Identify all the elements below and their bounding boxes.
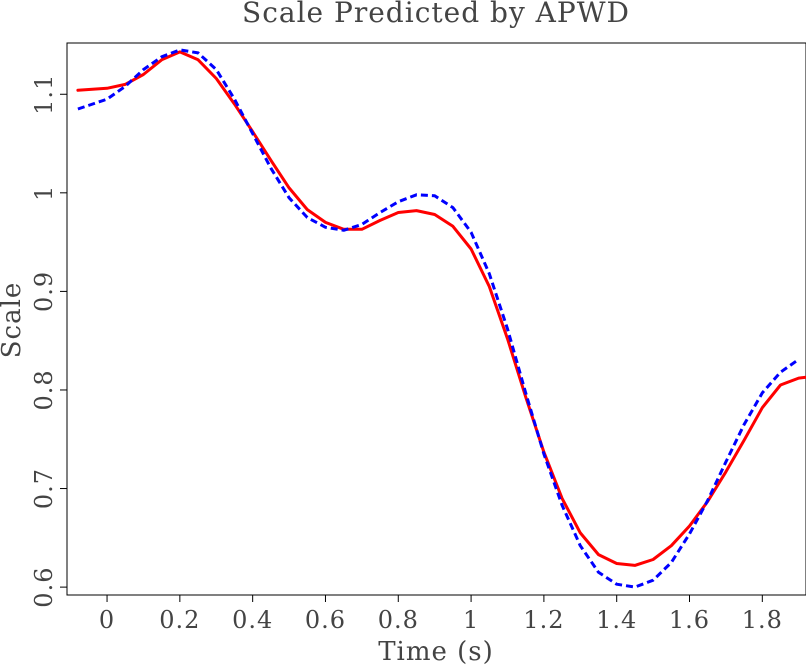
y-tick-label: 0.7 (30, 468, 58, 509)
dashed-blue-series-line (77, 48, 800, 589)
x-axis-ticks: 0 0.2 0.4 0.6 0.8 1 1.2 1.4 1.6 1.8 (99, 595, 783, 634)
x-tick-label: 1 (463, 606, 479, 634)
y-tick-label: 0.9 (30, 271, 58, 312)
y-axis-label: Scale (0, 282, 27, 359)
y-axis-ticks: 0.6 0.7 0.8 0.9 1 1.1 (30, 74, 67, 608)
x-axis-label: Time (s) (378, 637, 494, 667)
plot-frame (66, 42, 806, 596)
x-tick-label: 0.4 (232, 606, 273, 634)
chart-title: Scale Predicted by APWD (242, 0, 630, 29)
x-tick-label: 1.4 (596, 606, 637, 634)
y-tick-label: 1.1 (30, 74, 58, 115)
x-tick-label: 1.2 (523, 606, 564, 634)
y-tick-label: 0.6 (30, 567, 58, 608)
x-tick-label: 1.6 (669, 606, 710, 634)
x-tick-label: 0.6 (305, 606, 346, 634)
x-tick-label: 1.8 (742, 606, 783, 634)
x-tick-label: 0.2 (159, 606, 200, 634)
y-tick-label: 1 (30, 185, 58, 201)
x-tick-label: 0.8 (378, 606, 419, 634)
series-lines (76, 48, 806, 589)
x-tick-label: 0 (99, 606, 115, 634)
solid-red-series-line (76, 50, 806, 567)
y-tick-label: 0.8 (30, 369, 58, 410)
